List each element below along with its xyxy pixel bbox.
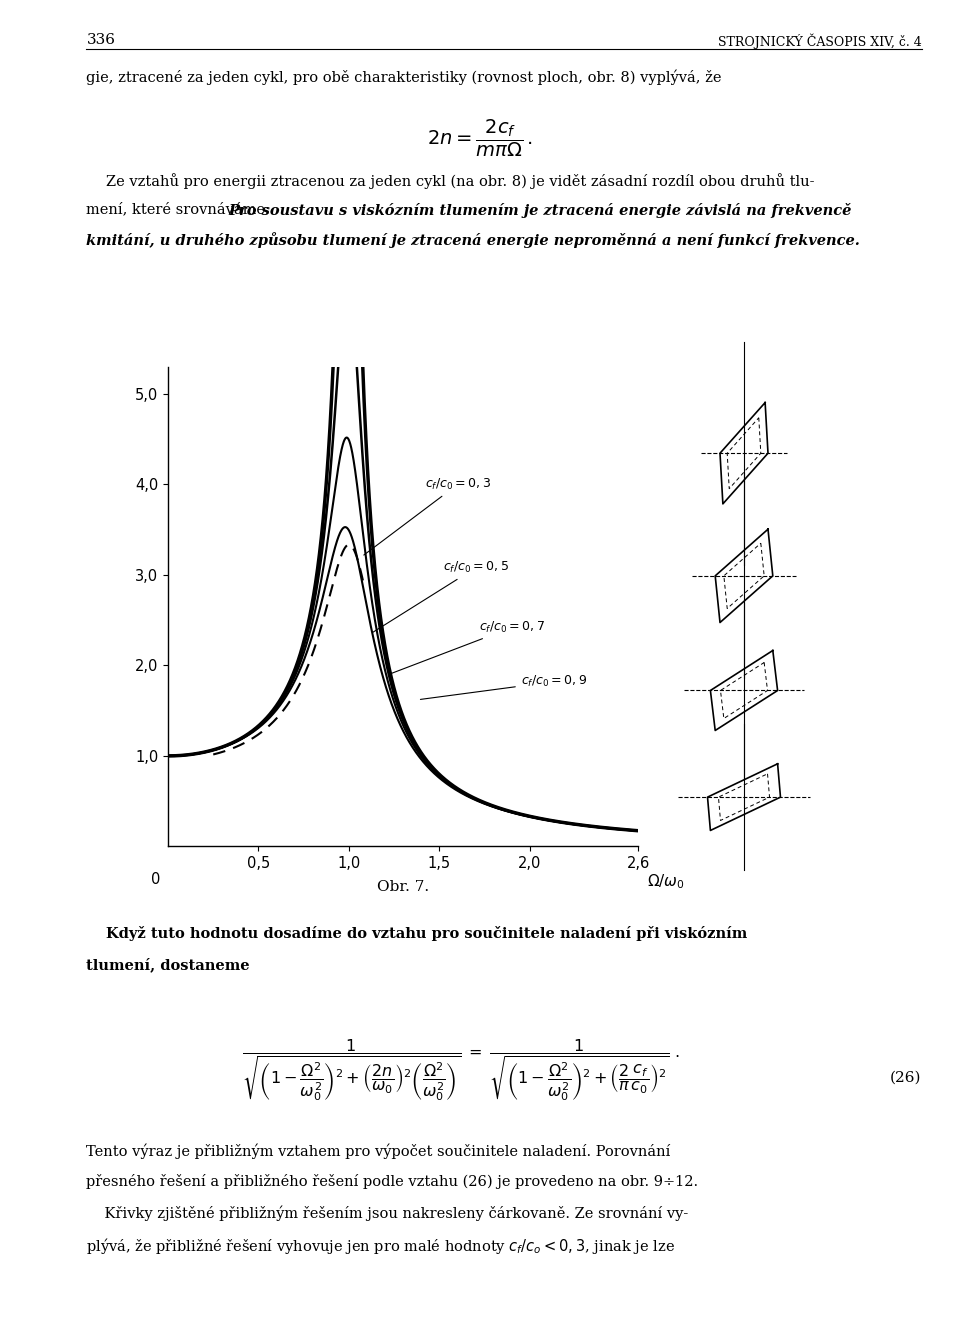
Text: Obr. 7.: Obr. 7. <box>377 880 429 894</box>
Point <box>738 716 750 732</box>
Text: $c_f/c_0 = 0,5$: $c_f/c_0 = 0,5$ <box>373 560 509 632</box>
Text: $c_f/c_0 = 0,7$: $c_f/c_0 = 0,7$ <box>392 620 545 673</box>
Point <box>695 445 707 461</box>
Text: 336: 336 <box>86 33 115 48</box>
Point <box>738 333 750 349</box>
Text: mení, které srovnáváme:: mení, které srovnáváme: <box>86 203 275 217</box>
Point <box>781 445 793 461</box>
Point <box>738 770 750 786</box>
Point <box>799 682 810 698</box>
Text: Když tuto hodnotu dosadíme do vztahu pro součinitele naladení při viskózním: Když tuto hodnotu dosadíme do vztahu pro… <box>106 926 747 941</box>
Point <box>738 670 750 686</box>
Text: kmitání, u druhého způsobu tlumení je ztracená energie neproměnná a není funkcí : kmitání, u druhého způsobu tlumení je zt… <box>86 232 860 248</box>
Point <box>738 595 750 611</box>
Text: Pro soustavu s viskózním tlumením je ztracená energie závislá na frekvencě: Pro soustavu s viskózním tlumením je ztr… <box>228 203 852 217</box>
Point <box>686 568 698 584</box>
Text: gie, ztracené za jeden cykl, pro obě charakteristiky (rovnost ploch, obr. 8) vyp: gie, ztracené za jeden cykl, pro obě cha… <box>86 69 722 85</box>
Text: Tento výraz je přibližným vztahem pro výpočet součinitele naladení. Porovnání: Tento výraz je přibližným vztahem pro vý… <box>86 1144 671 1160</box>
Text: $\dfrac{1}{\sqrt{\left(1-\dfrac{\Omega^2}{\omega_0^2}\right)^{2}+\left(\dfrac{2n: $\dfrac{1}{\sqrt{\left(1-\dfrac{\Omega^2… <box>242 1037 680 1102</box>
Text: STROJNICKÝ ČASOPIS XIV, č. 4: STROJNICKÝ ČASOPIS XIV, č. 4 <box>718 33 922 49</box>
Point <box>738 557 750 573</box>
Text: přesného řešení a přibližného řešení podle vztahu (26) je provedeno na obr. 9÷12: přesného řešení a přibližného řešení pod… <box>86 1174 699 1189</box>
Text: tlumení, dostaneme: tlumení, dostaneme <box>86 957 250 972</box>
Point <box>804 789 815 805</box>
Text: 0: 0 <box>151 872 160 886</box>
Point <box>738 862 750 878</box>
Text: $c_f/c_0 = 0,3$: $c_f/c_0 = 0,3$ <box>364 477 491 555</box>
Text: (26): (26) <box>890 1070 922 1085</box>
Text: $c_f/c_0 = 0,9$: $c_f/c_0 = 0,9$ <box>420 674 587 700</box>
Point <box>738 465 750 481</box>
Text: Ze vztahů pro energii ztracenou za jeden cykl (na obr. 8) je vidět zásadní rozdí: Ze vztahů pro energii ztracenou za jeden… <box>106 173 814 189</box>
Text: plývá, že přibližné řešení vyhovuje jen pro malé hodnoty $c_f/c_o < 0,3$, jinak : plývá, že přibližné řešení vyhovuje jen … <box>86 1236 675 1256</box>
Text: $2n = \dfrac{2c_f}{m\pi\Omega}\,.$: $2n = \dfrac{2c_f}{m\pi\Omega}\,.$ <box>427 117 533 159</box>
Text: Křivky zjištěné přibližným řešením jsou nakresleny čárkovaně. Ze srovnání vy-: Křivky zjištěné přibližným řešením jsou … <box>86 1205 688 1221</box>
Point <box>678 682 689 698</box>
Point <box>673 789 684 805</box>
Text: $\Omega/\omega_0$: $\Omega/\omega_0$ <box>647 872 685 890</box>
Point <box>790 568 802 584</box>
